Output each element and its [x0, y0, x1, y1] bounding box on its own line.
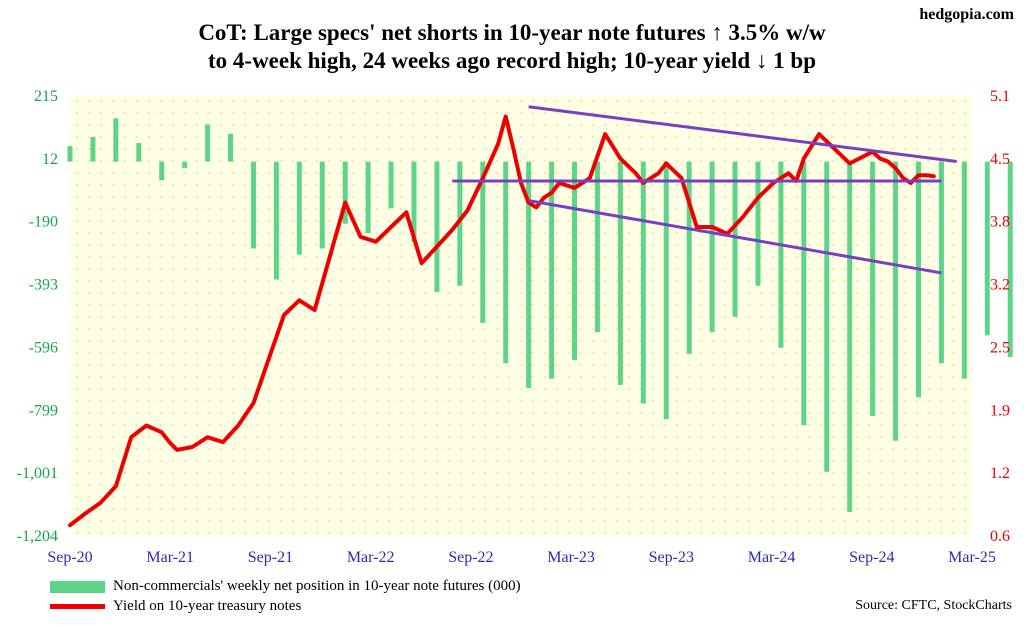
bar [250, 161, 256, 249]
bar [870, 161, 876, 416]
bar [457, 161, 463, 286]
legend-swatch-line [50, 604, 105, 609]
right-axis-tick-label: 1.9 [990, 402, 1010, 419]
bar [388, 161, 394, 209]
x-axis-tick-label: Mar-25 [948, 549, 996, 566]
bar [365, 161, 371, 233]
bar [296, 161, 302, 255]
left-axis-tick-label: -190 [29, 214, 58, 231]
bar [961, 161, 967, 379]
dot-grid [75, 100, 967, 534]
x-axis-tick-label: Sep-21 [248, 549, 293, 566]
chart-title-line-1: CoT: Large specs' net shorts in 10-year … [198, 20, 826, 45]
left-axis-tick-label: -1,204 [17, 528, 58, 545]
bar [594, 161, 600, 333]
x-axis-tick-label: Sep-23 [649, 549, 694, 566]
x-axis-tick-label: Mar-22 [347, 549, 395, 566]
bar [617, 161, 623, 385]
bar [90, 136, 96, 162]
trendlines [452, 105, 957, 275]
bar [824, 161, 830, 472]
right-axis-tick-label: 1.2 [990, 465, 1010, 482]
right-axis-tick-label: 3.2 [990, 277, 1010, 294]
right-axis-tick-label: 0.6 [990, 528, 1010, 545]
bar [480, 161, 486, 323]
bar [113, 118, 119, 162]
legend-label-bars: Non-commercials' weekly net position in … [113, 578, 521, 594]
legend-label-line: Yield on 10-year treasury notes [113, 598, 302, 614]
x-axis-tick-label: Mar-23 [547, 549, 595, 566]
bar [640, 161, 646, 404]
bar [182, 161, 188, 168]
left-axis-tick-label: -1,001 [17, 465, 58, 482]
bar [801, 161, 807, 426]
bar [915, 161, 921, 398]
x-axis-tick-label: Sep-22 [448, 549, 493, 566]
bar [159, 161, 165, 181]
trendline [528, 105, 957, 163]
bar [847, 161, 853, 513]
x-axis-tick-label: Sep-24 [849, 549, 894, 566]
legend-swatch-bars [50, 580, 105, 593]
right-axis-ticks: 5.1 4.5 3.8 3.2 2.5 1.9 1.2 0.6 [990, 88, 1010, 545]
x-axis-tick-label: Sep-20 [47, 549, 92, 566]
left-axis-tick-label: -799 [29, 402, 58, 419]
bar [778, 161, 784, 348]
bar [549, 161, 555, 379]
source-note: Source: CFTC, StockCharts [855, 598, 1012, 613]
bar [273, 161, 279, 280]
bar [984, 161, 990, 336]
bar [434, 161, 440, 292]
bar [572, 161, 578, 361]
bar [709, 161, 715, 333]
bar [136, 143, 142, 162]
left-axis-ticks: 215 12 -190 -393 -596 -799 -1,001 -1,204 [17, 88, 58, 545]
bar [526, 161, 532, 389]
site-watermark: hedgopia.com [919, 6, 1014, 23]
left-axis-tick-label: -393 [29, 277, 58, 294]
bar [686, 161, 692, 354]
x-axis-tick-label: Mar-21 [146, 549, 194, 566]
right-axis-tick-label: 3.8 [990, 214, 1010, 231]
bar [319, 161, 325, 249]
bar [67, 146, 73, 162]
bar [755, 161, 761, 286]
bar [228, 133, 234, 162]
left-axis-tick-label: 12 [42, 151, 58, 168]
bar [503, 161, 509, 364]
bar [1007, 161, 1013, 358]
chart-title-line-2: to 4-week high, 24 weeks ago record high… [208, 48, 816, 73]
bar-series [67, 118, 1013, 513]
right-axis-tick-label: 5.1 [990, 88, 1010, 105]
bar [663, 161, 669, 420]
bar [205, 124, 211, 162]
trendline [528, 199, 942, 275]
left-axis-tick-label: -596 [29, 339, 58, 356]
bar [893, 161, 899, 441]
x-axis-tick-label: Mar-24 [748, 549, 796, 566]
bar [938, 161, 944, 364]
x-axis-ticks: Sep-20 Mar-21 Sep-21 Mar-22 Sep-22 Mar-23 Sep-… [47, 549, 996, 566]
legend-item-line: Yield on 10-year treasury notes [50, 598, 301, 615]
bar [411, 161, 417, 243]
bar [732, 161, 738, 317]
plot-dot-pattern [75, 100, 967, 534]
right-axis-tick-label: 4.5 [990, 151, 1010, 168]
legend-item-bars: Non-commercials' weekly net position in … [50, 578, 521, 595]
bar [342, 161, 348, 224]
right-axis-tick-label: 2.5 [990, 339, 1010, 356]
left-axis-tick-label: 215 [34, 88, 58, 105]
